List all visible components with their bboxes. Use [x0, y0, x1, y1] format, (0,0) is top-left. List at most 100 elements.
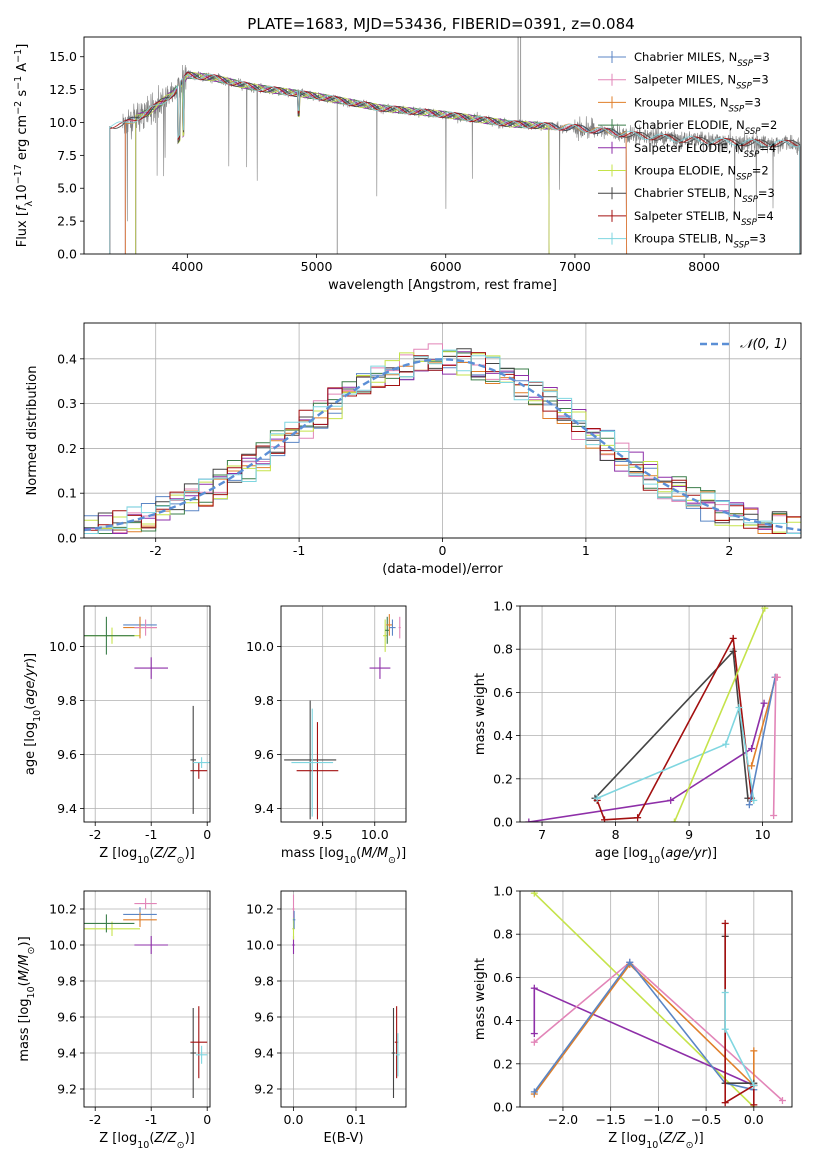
x-tick-label: 1	[582, 543, 590, 558]
model-spectrum-6	[109, 71, 801, 254]
x-axis-label: Z [log10(Z/Z⊙)]	[99, 846, 194, 866]
x-tick-label: 10	[755, 827, 771, 842]
panel-spectrum: 4000 5000 6000 7000 8000 0.0 2.5 5.0 7.5 10.0 12.5…	[13, 36, 802, 293]
x-tick-label: -1	[145, 827, 157, 842]
axes-frame	[83, 322, 802, 539]
x-tick-label: 0.1	[346, 1112, 366, 1127]
y-tick-label: 1.0	[493, 599, 513, 614]
y-tick-label: 0.0	[493, 815, 513, 830]
x-tick-label: 0	[203, 1112, 211, 1127]
x-tick-label: 0	[203, 827, 211, 842]
y-tick-label: 0.6	[493, 685, 513, 700]
plot-area	[84, 343, 801, 534]
panel-z-weight: −2.0 −1.5 −1.0 −0.5 0.0 0.0 0.2 0.4 0.6 0.8 1.0 Z […	[473, 884, 793, 1151]
y-tick-label: 1.0	[493, 884, 513, 899]
plot-area	[292, 894, 400, 1098]
weight-line-0	[528, 702, 765, 822]
y-axis-label: age [log10(age/yr)]	[23, 653, 43, 775]
panel-z-age: -2 -1 0 9.4 9.6 9.8 10.0 Z [log10(Z/Z⊙)] age [lo…	[23, 605, 211, 866]
x-tick-label: −2.0	[548, 1112, 578, 1127]
axes-frame	[83, 36, 802, 255]
x-tick-label: 8000	[688, 259, 720, 274]
x-axis-label: (data-model)/error	[382, 562, 503, 577]
x-axis-label: mass [log10(M/M⊙)]	[281, 846, 406, 866]
x-tick-label: -2	[89, 827, 101, 842]
x-tick-label: 4000	[171, 259, 203, 274]
model-spectrum-0	[124, 71, 628, 254]
legend-label: Chabrier STELIB, NSSP=3	[634, 186, 775, 205]
plot-area	[84, 898, 208, 1098]
y-tick-label: 9.4	[254, 801, 274, 816]
x-tick-label: -1	[293, 543, 305, 558]
x-axis-label: Z [log10(Z/Z⊙)]	[608, 1131, 703, 1151]
model-spectrum-1	[124, 72, 628, 254]
y-tick-label: 9.6	[254, 747, 274, 762]
y-tick-label: 10.0	[49, 938, 77, 953]
panel-ebv-mass: 0.0 0.1 9.2 9.4 9.6 9.8 10.0 10.2 E(B-V)	[246, 890, 407, 1146]
y-tick-label: 0.0	[57, 531, 77, 546]
y-tick-label: 7.5	[57, 148, 77, 163]
y-tick-label: 10.0	[49, 639, 77, 654]
panel-z-mass: -2 -1 0 9.2 9.4 9.6 9.8 10.0 10.2 Z [log10(Z/Z⊙)]…	[17, 890, 211, 1151]
model-spectrum-7	[109, 71, 801, 254]
x-tick-label: 7000	[559, 259, 591, 274]
y-tick-label: 9.8	[57, 974, 77, 989]
y-tick-label: 9.4	[254, 1046, 274, 1061]
x-tick-label: 0.0	[744, 1112, 764, 1127]
plot-area	[109, 37, 801, 254]
normal-curve	[84, 358, 801, 532]
weight-line-4	[533, 960, 754, 1093]
weight-line-7	[772, 676, 778, 816]
y-axis-label: mass [log10(M/M⊙)]	[17, 936, 37, 1061]
y-tick-label: 9.8	[254, 974, 274, 989]
y-tick-label: 2.5	[57, 214, 77, 229]
plot-area	[530, 891, 786, 1107]
y-tick-label: 0.4	[493, 1013, 513, 1028]
residual-histogram-8	[84, 349, 801, 534]
y-tick-label: 9.4	[57, 1046, 77, 1061]
y-tick-label: 0.4	[493, 728, 513, 743]
plot-area	[284, 614, 401, 820]
weight-line-4	[673, 607, 766, 822]
y-tick-label: 0.2	[57, 441, 77, 456]
axes-frame	[280, 890, 407, 1108]
figure-title: PLATE=1683, MJD=53436, FIBERID=0391, z=0…	[247, 15, 634, 33]
weight-line-3	[533, 963, 755, 1095]
legend-label: Kroupa ELODIE, NSSP=2	[634, 164, 769, 183]
legend-label: 𝒩(0, 1)	[740, 337, 787, 352]
legend-label: Salpeter MILES, NSSP=3	[634, 73, 769, 92]
x-axis-label: Z [log10(Z/Z⊙)]	[99, 1131, 194, 1151]
panel-mass-age: 9.5 10.0 9.4 9.6 9.8 10.0 mass [log10(M/M⊙)]	[246, 605, 407, 866]
x-axis-label: E(B-V)	[323, 1131, 363, 1146]
y-tick-label: 0.4	[57, 351, 77, 366]
weight-line-1	[594, 649, 749, 799]
y-tick-label: 0.0	[493, 1100, 513, 1115]
y-axis-label: Flux [fλ10−17 erg cm−2 s−1 A−1]	[13, 44, 35, 248]
legend-label: Kroupa STELIB, NSSP=3	[634, 232, 766, 251]
x-tick-label: 0.0	[284, 1112, 304, 1127]
y-tick-label: 9.2	[254, 1082, 274, 1097]
y-tick-label: 9.6	[57, 747, 77, 762]
x-tick-label: −1.5	[595, 1112, 625, 1127]
y-tick-label: 9.2	[57, 1082, 77, 1097]
legend-label: Chabrier MILES, NSSP=3	[634, 50, 770, 69]
plot-area	[84, 616, 210, 814]
x-tick-label: 6000	[430, 259, 462, 274]
axes-frame	[519, 890, 793, 1108]
y-axis-label: Normed distribution	[25, 366, 40, 496]
y-tick-label: 5.0	[57, 181, 77, 196]
x-tick-label: −0.5	[691, 1112, 721, 1127]
x-tick-label: -1	[145, 1112, 157, 1127]
x-tick-label: -2	[149, 543, 161, 558]
weight-line-3	[596, 707, 755, 801]
x-axis-label: wavelength [Angstrom, rest frame]	[328, 278, 557, 293]
weight-line-2	[596, 635, 753, 821]
y-tick-label: 10.0	[246, 938, 274, 953]
y-tick-label: 9.6	[57, 1010, 77, 1025]
x-tick-label: −1.0	[643, 1112, 673, 1127]
panel-residuals: -2 -1 0 1 2 0.0 0.1 0.2 0.3 0.4 (data-model)/error…	[25, 322, 802, 577]
x-tick-label: 9	[685, 827, 693, 842]
weight-line-1	[533, 986, 755, 1087]
x-tick-label: 0	[439, 543, 447, 558]
